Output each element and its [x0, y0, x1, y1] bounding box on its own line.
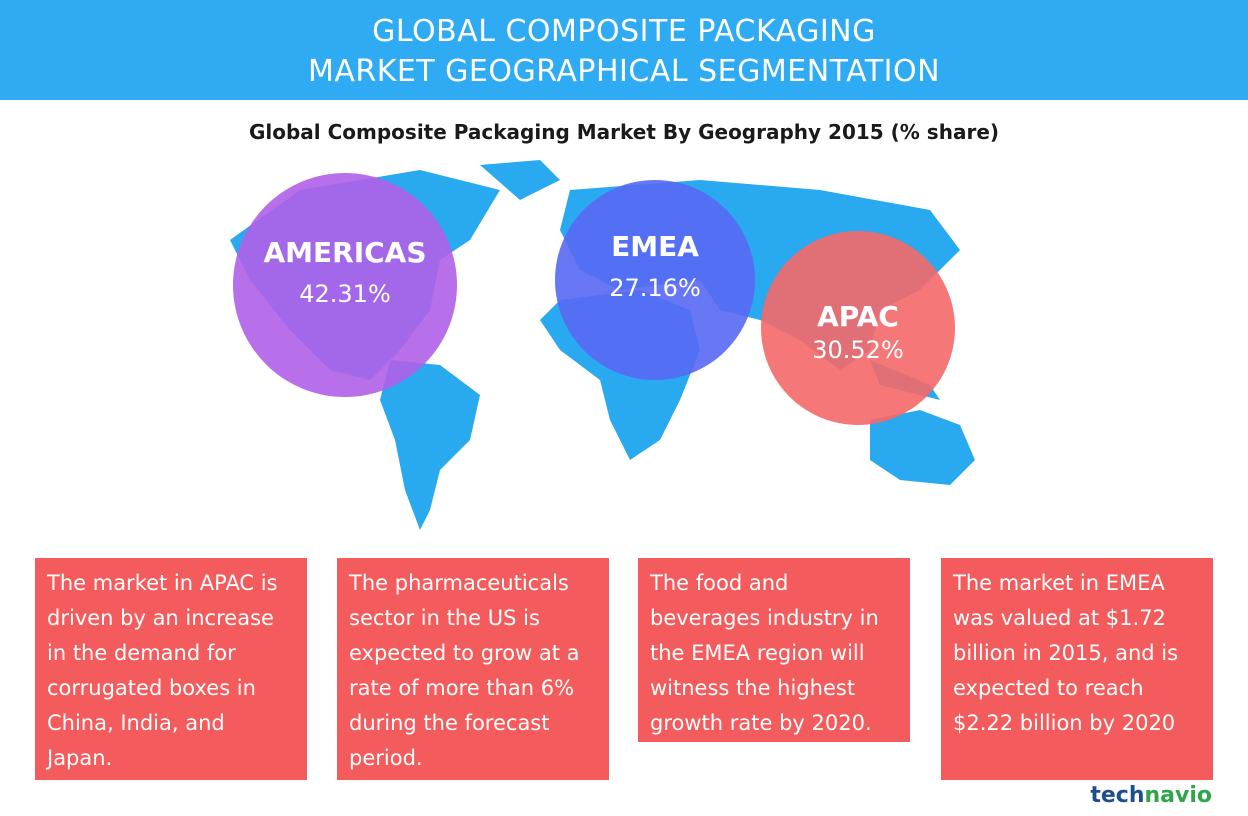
- title-line: GLOBAL COMPOSITE PACKAGING: [372, 14, 876, 49]
- region-name: EMEA: [611, 230, 699, 263]
- apac-bubble: [761, 231, 955, 425]
- title-line: MARKET GEOGRAPHICAL SEGMENTATION: [307, 54, 941, 89]
- region-name: AMERICAS: [263, 236, 426, 269]
- note-box: The market in EMEA was valued at $1.72 b…: [941, 558, 1213, 780]
- header: GLOBAL COMPOSITE PACKAGING MARKET GEOGRA…: [0, 0, 1248, 100]
- world-map: AMERICAS 42.31% EMEA 27.16% APAC 30.52%: [230, 160, 975, 530]
- note-box: The food and beverages industry in the E…: [638, 558, 910, 742]
- bubble-labels: AMERICAS 42.31% EMEA 27.16% APAC 30.52%: [263, 230, 903, 364]
- logo: technavio: [1090, 783, 1212, 808]
- subtitle: Global Composite Packaging Market By Geo…: [248, 120, 1000, 144]
- note-box: The pharmaceuticals sector in the US is …: [337, 558, 609, 780]
- region-share: 42.31%: [299, 280, 391, 308]
- note-box: The market in APAC is driven by an incre…: [35, 558, 307, 780]
- americas-bubble: [233, 173, 457, 397]
- region-share: 27.16%: [609, 274, 701, 302]
- logo-part: tech: [1090, 783, 1145, 808]
- logo-part: navio: [1144, 783, 1212, 808]
- emea-bubble: [555, 180, 755, 380]
- region-name: APAC: [817, 300, 899, 333]
- region-share: 30.52%: [812, 336, 904, 364]
